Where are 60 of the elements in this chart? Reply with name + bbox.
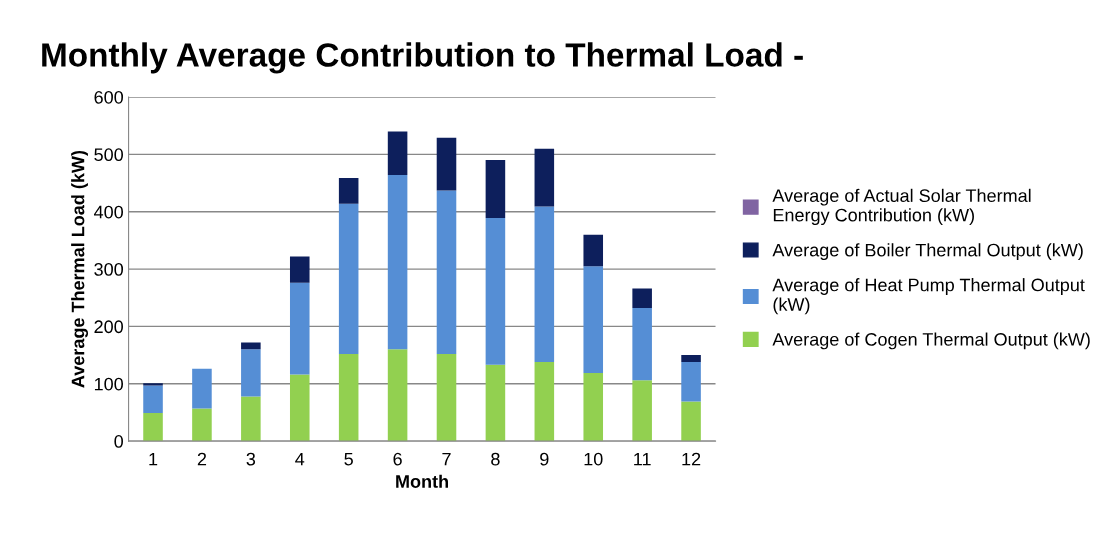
- x-tick-label: 12: [682, 452, 701, 466]
- bar: [241, 349, 261, 397]
- bar: [583, 372, 604, 442]
- bar: [387, 175, 408, 350]
- bar: [338, 177, 359, 204]
- bar: [143, 385, 163, 414]
- bar: [338, 353, 359, 442]
- bar: [387, 349, 408, 442]
- bar: [534, 206, 555, 362]
- bar: [681, 401, 701, 442]
- bar: [338, 203, 359, 354]
- x-tick-label: 9: [540, 452, 549, 466]
- bar: [241, 396, 261, 442]
- bar: [632, 288, 652, 309]
- y-tick-label: 500: [94, 148, 124, 162]
- chart-title: Monthly Average Contribution to Thermal Load -: [42, 42, 803, 74]
- bar: [436, 137, 457, 191]
- y-tick-label: 100: [94, 377, 124, 391]
- legend-label: Average of Boiler Thermal Output (kW): [772, 243, 1083, 261]
- bar: [583, 266, 604, 373]
- x-tick-label: 2: [197, 452, 207, 466]
- bar: [289, 374, 310, 442]
- x-tick-label: 7: [442, 452, 451, 466]
- bar: [436, 353, 457, 442]
- x-axis-title: Month: [396, 474, 448, 488]
- x-tick-label: 3: [246, 452, 256, 466]
- y-tick-label: 200: [94, 320, 124, 334]
- bar: [534, 148, 555, 207]
- x-tick-label: 5: [344, 452, 353, 466]
- y-tick-label: 0: [114, 435, 123, 448]
- x-tick-label: 1: [149, 452, 158, 466]
- legend-label: Average of Cogen Thermal Output (kW): [772, 332, 1090, 350]
- legend-label: Average of Heat Pump Thermal Output (kW): [772, 278, 1085, 315]
- bar: [681, 355, 701, 362]
- bar: [289, 282, 310, 375]
- bar: [192, 408, 212, 442]
- bar: [387, 131, 408, 176]
- y-axis-title: Average Thermal Load (kW): [71, 150, 89, 388]
- bar: [241, 342, 261, 350]
- y-tick-label: 600: [94, 90, 124, 104]
- bar: [485, 160, 506, 219]
- x-tick-label: 4: [295, 452, 305, 466]
- bar: [485, 218, 506, 365]
- bar: [534, 361, 555, 442]
- x-tick-label: 11: [634, 452, 651, 466]
- legend-label: Average of Actual Solar Thermal Energy Contribution (kW): [772, 188, 1031, 226]
- bar: [681, 361, 701, 402]
- x-tick-label: 10: [584, 452, 603, 466]
- bar: [289, 256, 310, 283]
- bar: [143, 413, 163, 442]
- x-tick-label: 6: [393, 452, 402, 466]
- x-tick-label: 8: [491, 452, 500, 466]
- bar: [583, 234, 604, 267]
- bar: [192, 368, 212, 409]
- bar: [632, 380, 652, 442]
- y-tick-label: 400: [94, 205, 124, 219]
- bar: [436, 190, 457, 354]
- bar: [485, 364, 506, 442]
- bar: [632, 308, 652, 381]
- y-tick-label: 300: [94, 263, 124, 276]
